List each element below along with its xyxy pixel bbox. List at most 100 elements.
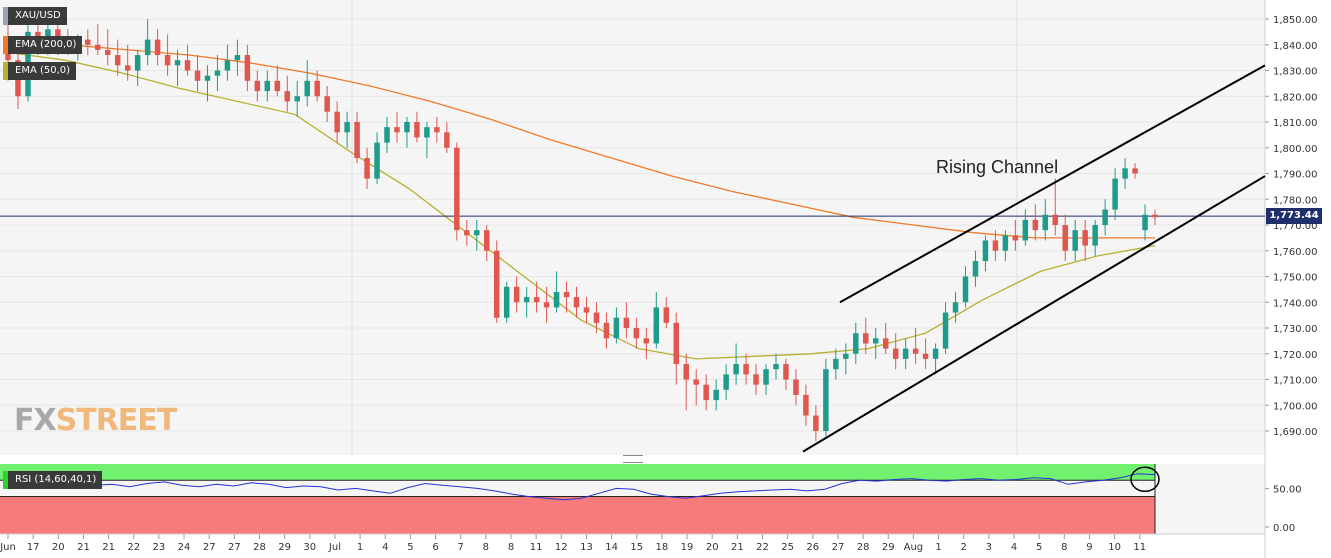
candle-body (104, 49, 111, 56)
candle-body (783, 364, 789, 380)
candle (334, 101, 340, 143)
y-tick-label: 1,720.00 (1273, 350, 1318, 361)
candle (613, 307, 620, 344)
time-axis[interactable]: Jun 17 20 21 21 22 23 24 27 27 28 29 30 Jul 1 4 5 6 7 8 8 11 1… (0, 533, 1265, 553)
channel-lower-line (802, 175, 1266, 453)
candle (633, 317, 640, 349)
x-tick-label: 18 (656, 542, 669, 553)
candle-body (344, 122, 350, 133)
candle-body (154, 39, 161, 56)
candle (892, 333, 899, 370)
candle (274, 65, 281, 97)
candle (653, 291, 660, 349)
x-tick-label: 5 (407, 542, 413, 553)
candle-body (843, 353, 849, 359)
x-tick-label: 20 (52, 542, 65, 553)
candle-body (613, 317, 620, 339)
symbol-text: XAU/USD (15, 10, 61, 21)
candle (503, 281, 510, 323)
candle (174, 49, 181, 86)
ema50-label[interactable]: EMA (50,0) (3, 62, 77, 80)
symbol-label[interactable]: XAU/USD (3, 7, 67, 25)
ema50-color-swatch (3, 62, 8, 80)
candle (1142, 204, 1148, 241)
candle-body (164, 55, 171, 66)
candle (693, 369, 699, 406)
candle-body (95, 44, 101, 50)
candle (912, 328, 919, 365)
candle (843, 343, 849, 375)
y-tick-label: 1,790.00 (1273, 170, 1318, 181)
candle-body (1032, 219, 1039, 231)
candle-body (434, 127, 440, 133)
rsi-tick-label: 50.00 (1273, 484, 1302, 495)
x-tick-label: 28 (857, 542, 870, 553)
candle-body (134, 55, 141, 71)
candle (1012, 219, 1019, 251)
candle (384, 116, 390, 153)
candle-body (833, 358, 839, 370)
panel-resize-handle[interactable] (623, 455, 643, 463)
x-tick-label: 27 (832, 542, 845, 553)
candle (733, 343, 739, 385)
x-tick-label: 21 (77, 542, 90, 553)
ema200-label[interactable]: EMA (200,0) (3, 36, 83, 54)
candle-body (1122, 168, 1128, 179)
ema50-text: EMA (50,0) (15, 65, 71, 76)
candle-body (414, 122, 420, 138)
x-tick-label: 11 (1133, 542, 1146, 553)
candle-body (334, 111, 340, 133)
candle (962, 266, 969, 308)
candle (85, 29, 91, 56)
price-axis[interactable]: 1,850.00 1,840.00 1,830.00 1,820.00 1,810.00… (1265, 15, 1318, 534)
candle (324, 85, 330, 122)
candle (204, 65, 211, 102)
candle-body (1102, 209, 1108, 225)
y-tick-label: 1,730.00 (1273, 324, 1318, 335)
candle (224, 44, 231, 81)
candle (1152, 209, 1158, 225)
candle-body (294, 96, 300, 102)
x-tick-label: 7 (458, 542, 464, 553)
candle (304, 60, 310, 107)
candle-body (972, 261, 979, 277)
ema200-text: EMA (200,0) (15, 39, 77, 50)
candle-body (234, 55, 241, 61)
x-tick-label: 22 (756, 542, 769, 553)
candle-body (593, 312, 600, 323)
candle (404, 116, 410, 148)
candle (643, 328, 650, 359)
x-tick-label: 27 (203, 542, 216, 553)
candle-body (733, 364, 739, 375)
x-tick-label: 30 (303, 542, 316, 553)
candle-body (962, 276, 969, 303)
candle (663, 297, 670, 328)
x-tick-label: 10 (1108, 542, 1121, 553)
x-tick-label: Jun (0, 542, 16, 553)
candle (1122, 158, 1128, 189)
candle-body (464, 230, 470, 236)
x-tick-label: 17 (27, 542, 40, 553)
candle (902, 338, 909, 370)
candle (713, 379, 719, 411)
candle-body (374, 142, 380, 179)
candle-body (384, 127, 390, 143)
candle-body (563, 291, 570, 298)
candle (563, 281, 570, 313)
candle-body (264, 80, 271, 92)
candle (284, 75, 291, 112)
candle (234, 39, 241, 76)
candle (543, 286, 550, 323)
x-tick-label: 23 (153, 542, 166, 553)
candle (1002, 230, 1009, 262)
candles (5, 13, 1158, 442)
rsi-panel (0, 464, 1160, 534)
candle (1132, 163, 1138, 179)
candle (523, 286, 530, 318)
candle-body (863, 333, 869, 344)
rsi-label[interactable]: RSI (14,60,40,1) (3, 471, 103, 489)
candle (194, 55, 201, 92)
candle-body (813, 415, 819, 431)
